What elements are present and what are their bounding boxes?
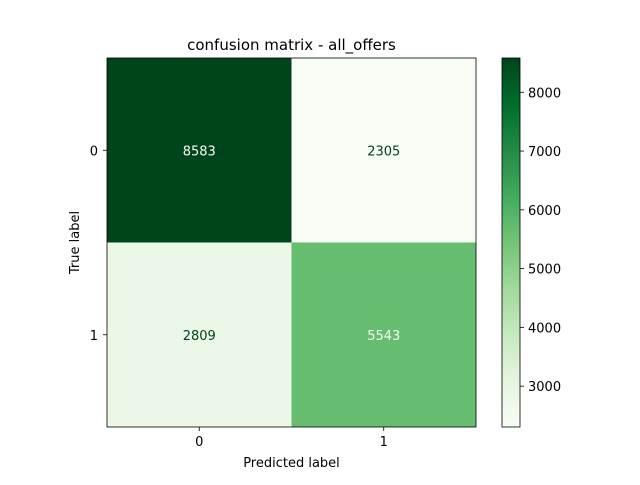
colorbar [501,57,521,428]
cell-value-label: 2809 [183,329,216,344]
cell-value-label: 8583 [183,144,216,159]
colorbar-tick-label: 6000 [528,204,561,219]
heatmap-cell [107,242,292,427]
colorbar-tick-label: 8000 [528,86,561,101]
cell-value-label: 5543 [367,329,400,344]
heatmap-cell [107,58,292,243]
x-axis-label: Predicted label [243,456,340,471]
cell-value-label: 2305 [367,144,400,159]
heatmap-cell [291,242,476,427]
colorbar-tick-label: 3000 [528,380,561,395]
x-tick-label: 1 [380,435,388,450]
plot-frame [106,57,477,428]
colorbar-tick-label: 5000 [528,263,561,278]
y-axis-label: True label [68,211,83,275]
colorbar-tick-label: 4000 [528,321,561,336]
chart-title: confusion matrix - all_offers [187,36,396,55]
y-tick-label: 0 [90,144,98,159]
x-tick-label: 0 [195,435,203,450]
heatmap-cell [291,58,476,243]
colorbar-tick-label: 7000 [528,145,561,160]
y-tick-label: 1 [90,329,98,344]
